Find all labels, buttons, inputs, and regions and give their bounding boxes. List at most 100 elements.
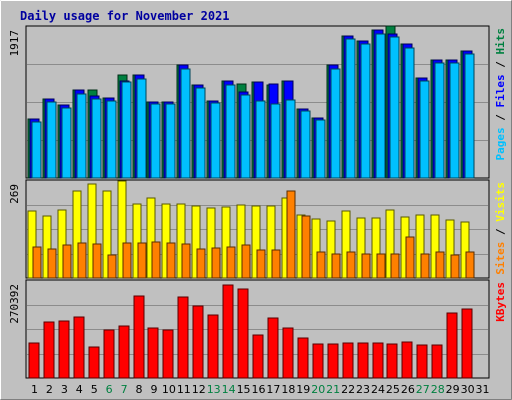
- bar-visits-day-13: Visits 13: 201: [206, 207, 216, 279]
- bar-sites-day-17: Sites 17: 79: [271, 249, 281, 279]
- bar-visits-day-14: Visits 14: 204: [221, 206, 231, 279]
- bar-pages-day-20: Pages 20: 750: [315, 119, 326, 179]
- bar-visits-day-12: Visits 12: 205: [191, 205, 201, 279]
- bar-pages-day-8: Pages 8: 1280: [136, 78, 147, 179]
- bar-pages-day-27: Pages 27: 1250: [419, 80, 430, 179]
- x-tick-label: 29: [446, 383, 460, 396]
- side-legend-item: Hits: [494, 28, 507, 55]
- bar-visits-day-16: Visits 16: 206: [251, 205, 261, 279]
- x-tick-label: 6: [106, 383, 113, 396]
- x-tick-label: 21: [326, 383, 340, 396]
- side-legend: KBytes: [494, 282, 507, 322]
- side-legend-item: /: [494, 108, 507, 128]
- bar-kbytes-day-8: KBytes 8: 235000: [133, 295, 145, 379]
- bar-pages-day-29: Pages 29: 1490: [449, 62, 460, 179]
- bar-kbytes-day-11: KBytes 11: 232000: [177, 296, 189, 379]
- y-max-label: 1917: [8, 30, 21, 57]
- series-visits: Visits 1: 191 Visits 2: 178 Visits 3: 194 V…: [27, 180, 470, 279]
- x-tick-label: 20: [311, 383, 325, 396]
- bar-pages-day-17: Pages 17: 960: [270, 103, 281, 179]
- x-tick-label: 19: [296, 383, 310, 396]
- bar-pages-day-10: Pages 10: 960: [165, 103, 176, 179]
- x-tick-label: 14: [222, 383, 236, 396]
- bar-visits-day-24: Visits 24: 172: [371, 217, 381, 279]
- bar-pages-day-28: Pages 28: 1490: [434, 62, 445, 179]
- bar-kbytes-day-27: KBytes 27: 94000: [416, 344, 428, 379]
- x-tick-label: 24: [371, 383, 385, 396]
- x-tick-label: 13: [207, 383, 221, 396]
- side-legend-item: Pages: [494, 127, 507, 160]
- x-tick-label: 17: [266, 383, 280, 396]
- bar-kbytes-day-5: KBytes 5: 88000: [88, 346, 100, 379]
- bar-sites-day-26: Sites 26: 118: [405, 236, 415, 279]
- x-tick-label: 28: [431, 383, 445, 396]
- bar-sites-day-7: Sites 7: 99: [122, 242, 132, 279]
- y-max-label: 270392: [8, 284, 21, 324]
- bar-kbytes-day-20: KBytes 20: 98000: [312, 343, 324, 379]
- bar-sites-day-25: Sites 25: 69: [390, 253, 400, 279]
- bar-visits-day-7: Visits 7: 278: [117, 180, 127, 279]
- side-legend: Pages / Files / Hits: [494, 28, 507, 161]
- x-tick-label: 31: [476, 383, 490, 396]
- bar-sites-day-14: Sites 14: 89: [226, 246, 236, 279]
- x-tick-label: 30: [461, 383, 475, 396]
- bar-pages-day-22: Pages 22: 1800: [345, 38, 356, 179]
- x-tick-label: 25: [386, 383, 400, 396]
- x-tick-label: 11: [177, 383, 191, 396]
- bar-visits-day-23: Visits 23: 172: [356, 217, 366, 279]
- bar-kbytes-day-4: KBytes 4: 175000: [73, 316, 85, 379]
- bar-pages-day-18: Pages 18: 1010: [285, 99, 296, 179]
- bar-kbytes-day-19: KBytes 19: 115000: [297, 337, 309, 379]
- bar-sites-day-1: Sites 1: 89: [32, 246, 42, 279]
- bar-pages-day-1: Pages 1: 720: [31, 121, 42, 179]
- bar-sites-day-20: Sites 20: 75: [316, 251, 326, 279]
- bar-kbytes-day-12: KBytes 12: 207000: [192, 305, 204, 379]
- bar-visits-day-21: Visits 21: 164: [326, 220, 336, 279]
- bar-visits-day-29: Visits 29: 165: [445, 219, 455, 279]
- bar-visits-day-30: Visits 30: 161: [460, 221, 470, 279]
- bar-sites-day-30: Sites 30: 73: [465, 251, 475, 279]
- bar-sites-day-12: Sites 12: 83: [196, 248, 206, 279]
- bar-visits-day-15: Visits 15: 210: [236, 204, 246, 279]
- bar-visits-day-9: Visits 9: 230: [146, 197, 156, 279]
- bar-kbytes-day-29: KBytes 29: 186000: [446, 312, 458, 379]
- bar-sites-day-13: Sites 13: 85: [211, 247, 221, 279]
- bar-pages-day-15: Pages 15: 1080: [240, 94, 251, 179]
- bar-visits-day-2: Visits 2: 178: [42, 215, 52, 279]
- bar-pages-day-30: Pages 30: 1600: [464, 53, 475, 179]
- bar-sites-day-18: Sites 18: 250: [286, 190, 296, 279]
- bar-sites-day-8: Sites 8: 101: [137, 242, 147, 279]
- bar-visits-day-20: Visits 20: 170: [311, 218, 321, 279]
- x-tick-label: 22: [341, 383, 355, 396]
- side-legend-item: /: [494, 222, 507, 242]
- bar-sites-day-16: Sites 16: 79: [256, 249, 266, 279]
- x-tick-label: 15: [237, 383, 251, 396]
- bar-visits-day-27: Visits 27: 179: [415, 214, 425, 279]
- bar-sites-day-21: Sites 21: 70: [331, 253, 341, 279]
- y-max-label: 269: [8, 184, 21, 204]
- bar-kbytes-day-22: KBytes 22: 101000: [342, 342, 354, 379]
- bar-sites-day-15: Sites 15: 94: [241, 244, 251, 279]
- bar-kbytes-day-30: KBytes 30: 199000: [461, 308, 473, 379]
- bar-kbytes-day-2: KBytes 2: 160000: [43, 321, 55, 379]
- bar-kbytes-day-1: KBytes 1: 101000: [28, 342, 40, 379]
- series-kbytes: KBytes 1: 101000KBytes 2: 160000 KBytes 3…: [28, 284, 473, 379]
- x-tick-label: 3: [61, 383, 68, 396]
- bar-pages-day-3: Pages 3: 910: [61, 107, 72, 179]
- panel-middle: 269 Sites / Visits Visits 1: 191 Visits 2: …: [8, 179, 507, 279]
- side-legend: Sites / Visits: [494, 182, 507, 275]
- bar-sites-day-27: Sites 27: 70: [420, 253, 430, 279]
- bar-sites-day-10: Sites 10: 100: [166, 242, 176, 279]
- bar-visits-day-3: Visits 3: 194: [57, 209, 67, 279]
- bar-visits-day-1: Visits 1: 191: [27, 210, 37, 279]
- side-legend-item: Files: [494, 74, 507, 107]
- x-tick-label: 27: [416, 383, 430, 396]
- bar-pages-day-9: Pages 9: 960: [150, 103, 161, 179]
- bar-pages-day-19: Pages 19: 870: [300, 110, 311, 179]
- bar-visits-day-5: Visits 5: 268: [87, 183, 97, 279]
- bar-visits-day-22: Visits 22: 191: [341, 210, 351, 279]
- bar-pages-day-4: Pages 4: 1090: [76, 93, 87, 179]
- bar-pages-day-2: Pages 2: 980: [46, 101, 57, 179]
